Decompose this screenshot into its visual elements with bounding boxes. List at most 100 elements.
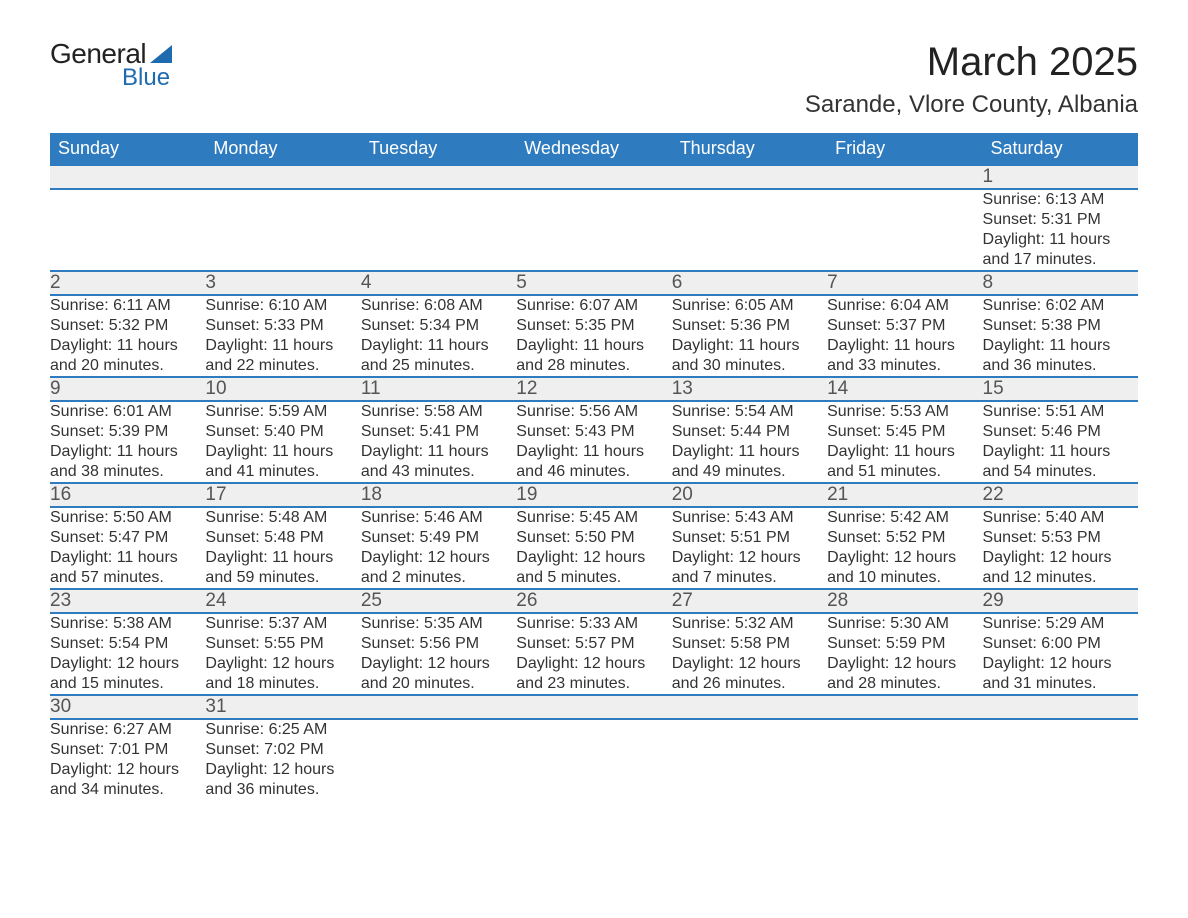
day-detail-row: Sunrise: 6:27 AMSunset: 7:01 PMDaylight:… [50,719,1138,800]
daylight-line-1: Daylight: 11 hours [50,548,205,568]
day-detail-row: Sunrise: 6:01 AMSunset: 5:39 PMDaylight:… [50,401,1138,483]
sunrise-line: Sunrise: 5:43 AM [672,508,827,528]
daylight-line-2: and 43 minutes. [361,462,516,482]
daylight-line-2: and 5 minutes. [516,568,671,588]
sunset-line: Sunset: 5:31 PM [983,210,1138,230]
day-detail-cell [983,719,1138,800]
day-number-row: 3031 [50,695,1138,719]
daylight-line-1: Daylight: 11 hours [50,442,205,462]
sunset-line: Sunset: 5:58 PM [672,634,827,654]
day-detail-cell: Sunrise: 5:37 AMSunset: 5:55 PMDaylight:… [205,613,360,695]
day-detail-cell: Sunrise: 6:02 AMSunset: 5:38 PMDaylight:… [983,295,1138,377]
daylight-line-2: and 23 minutes. [516,674,671,694]
day-detail-cell: Sunrise: 5:46 AMSunset: 5:49 PMDaylight:… [361,507,516,589]
daylight-line-1: Daylight: 12 hours [50,760,205,780]
daylight-line-1: Daylight: 12 hours [361,548,516,568]
sunrise-line: Sunrise: 5:35 AM [361,614,516,634]
daylight-line-1: Daylight: 11 hours [361,442,516,462]
daylight-line-1: Daylight: 11 hours [672,442,827,462]
daylight-line-1: Daylight: 12 hours [50,654,205,674]
day-detail-cell [672,719,827,800]
day-number-cell: 5 [516,271,671,295]
day-detail-cell: Sunrise: 5:58 AMSunset: 5:41 PMDaylight:… [361,401,516,483]
daylight-line-1: Daylight: 12 hours [827,654,982,674]
weekday-header: Saturday [983,133,1138,165]
sunset-line: Sunset: 5:59 PM [827,634,982,654]
day-number-cell [516,165,671,189]
day-number-cell [827,165,982,189]
day-detail-row: Sunrise: 5:50 AMSunset: 5:47 PMDaylight:… [50,507,1138,589]
sunset-line: Sunset: 5:36 PM [672,316,827,336]
day-detail-cell: Sunrise: 5:43 AMSunset: 5:51 PMDaylight:… [672,507,827,589]
sunrise-line: Sunrise: 6:01 AM [50,402,205,422]
day-number-row: 16171819202122 [50,483,1138,507]
sunset-line: Sunset: 6:00 PM [983,634,1138,654]
sunrise-line: Sunrise: 5:58 AM [361,402,516,422]
sunset-line: Sunset: 5:56 PM [361,634,516,654]
sunrise-line: Sunrise: 6:27 AM [50,720,205,740]
sunset-line: Sunset: 5:39 PM [50,422,205,442]
daylight-line-2: and 57 minutes. [50,568,205,588]
daylight-line-2: and 46 minutes. [516,462,671,482]
sunset-line: Sunset: 5:57 PM [516,634,671,654]
daylight-line-1: Daylight: 12 hours [672,654,827,674]
day-detail-cell: Sunrise: 6:13 AMSunset: 5:31 PMDaylight:… [983,189,1138,271]
sunset-line: Sunset: 5:45 PM [827,422,982,442]
sunset-line: Sunset: 5:40 PM [205,422,360,442]
daylight-line-2: and 49 minutes. [672,462,827,482]
daylight-line-1: Daylight: 12 hours [361,654,516,674]
daylight-line-1: Daylight: 11 hours [50,336,205,356]
weekday-header: Friday [827,133,982,165]
sunset-line: Sunset: 5:46 PM [983,422,1138,442]
calendar-table: SundayMondayTuesdayWednesdayThursdayFrid… [50,133,1138,800]
sunset-line: Sunset: 5:32 PM [50,316,205,336]
day-number-row: 1 [50,165,1138,189]
header: General Blue March 2025 Sarande, Vlore C… [50,40,1138,119]
daylight-line-1: Daylight: 11 hours [983,442,1138,462]
day-number-cell: 7 [827,271,982,295]
day-detail-cell: Sunrise: 5:40 AMSunset: 5:53 PMDaylight:… [983,507,1138,589]
daylight-line-2: and 30 minutes. [672,356,827,376]
daylight-line-2: and 41 minutes. [205,462,360,482]
sunset-line: Sunset: 5:38 PM [983,316,1138,336]
daylight-line-2: and 20 minutes. [361,674,516,694]
daylight-line-2: and 18 minutes. [205,674,360,694]
day-detail-cell: Sunrise: 6:07 AMSunset: 5:35 PMDaylight:… [516,295,671,377]
weekday-header: Monday [205,133,360,165]
weekday-header: Tuesday [361,133,516,165]
day-detail-cell: Sunrise: 6:08 AMSunset: 5:34 PMDaylight:… [361,295,516,377]
sunset-line: Sunset: 7:02 PM [205,740,360,760]
day-detail-cell [50,189,205,271]
day-number-cell: 16 [50,483,205,507]
day-number-cell [50,165,205,189]
sunrise-line: Sunrise: 6:02 AM [983,296,1138,316]
day-number-cell: 10 [205,377,360,401]
day-number-cell: 27 [672,589,827,613]
sunset-line: Sunset: 5:44 PM [672,422,827,442]
day-number-cell [827,695,982,719]
day-detail-cell: Sunrise: 5:56 AMSunset: 5:43 PMDaylight:… [516,401,671,483]
daylight-line-1: Daylight: 12 hours [983,654,1138,674]
day-number-cell [983,695,1138,719]
day-detail-cell [516,719,671,800]
sunrise-line: Sunrise: 6:11 AM [50,296,205,316]
daylight-line-2: and 31 minutes. [983,674,1138,694]
day-detail-cell [827,189,982,271]
day-number-cell: 3 [205,271,360,295]
daylight-line-2: and 25 minutes. [361,356,516,376]
daylight-line-1: Daylight: 11 hours [516,336,671,356]
daylight-line-2: and 2 minutes. [361,568,516,588]
sunset-line: Sunset: 5:50 PM [516,528,671,548]
sunrise-line: Sunrise: 5:33 AM [516,614,671,634]
logo-triangle-icon [150,45,172,63]
daylight-line-2: and 26 minutes. [672,674,827,694]
sunrise-line: Sunrise: 6:08 AM [361,296,516,316]
sunset-line: Sunset: 5:48 PM [205,528,360,548]
day-detail-cell [827,719,982,800]
weekday-header: Wednesday [516,133,671,165]
daylight-line-2: and 10 minutes. [827,568,982,588]
day-number-cell: 11 [361,377,516,401]
sunrise-line: Sunrise: 5:45 AM [516,508,671,528]
day-number-cell: 29 [983,589,1138,613]
sunset-line: Sunset: 5:49 PM [361,528,516,548]
